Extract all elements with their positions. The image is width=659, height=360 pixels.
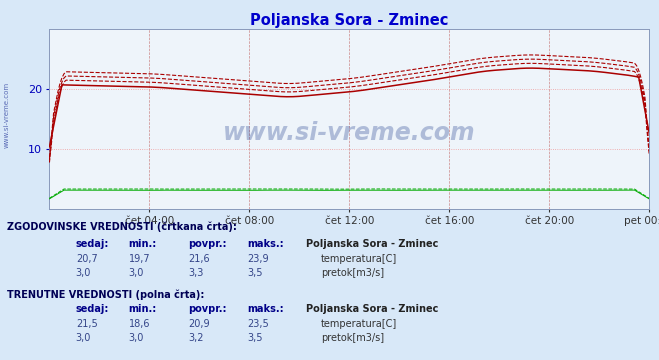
Text: www.si-vreme.com: www.si-vreme.com (3, 82, 10, 148)
Text: 20,7: 20,7 (76, 254, 98, 264)
Text: sedaj:: sedaj: (76, 239, 109, 249)
Text: 3,3: 3,3 (188, 268, 203, 278)
Text: 3,5: 3,5 (247, 268, 263, 278)
Text: 20,9: 20,9 (188, 319, 210, 329)
Text: Poljanska Sora - Zminec: Poljanska Sora - Zminec (306, 239, 439, 249)
Text: 21,6: 21,6 (188, 254, 210, 264)
Text: pretok[m3/s]: pretok[m3/s] (321, 268, 384, 278)
Text: 23,5: 23,5 (247, 319, 269, 329)
Text: 23,9: 23,9 (247, 254, 269, 264)
Text: temperatura[C]: temperatura[C] (321, 254, 397, 264)
Text: 18,6: 18,6 (129, 319, 150, 329)
Title: Poljanska Sora - Zminec: Poljanska Sora - Zminec (250, 13, 449, 28)
Text: www.si-vreme.com: www.si-vreme.com (223, 121, 476, 145)
Text: maks.:: maks.: (247, 304, 284, 314)
Text: 21,5: 21,5 (76, 319, 98, 329)
Text: Poljanska Sora - Zminec: Poljanska Sora - Zminec (306, 304, 439, 314)
Text: 3,0: 3,0 (76, 333, 91, 343)
Text: maks.:: maks.: (247, 239, 284, 249)
Text: 19,7: 19,7 (129, 254, 150, 264)
Text: min.:: min.: (129, 239, 157, 249)
Text: temperatura[C]: temperatura[C] (321, 319, 397, 329)
Text: 3,0: 3,0 (129, 268, 144, 278)
Text: 3,0: 3,0 (129, 333, 144, 343)
Text: ZGODOVINSKE VREDNOSTI (črtkana črta):: ZGODOVINSKE VREDNOSTI (črtkana črta): (7, 221, 237, 232)
Text: 3,5: 3,5 (247, 333, 263, 343)
Text: min.:: min.: (129, 304, 157, 314)
Text: povpr.:: povpr.: (188, 239, 226, 249)
Text: sedaj:: sedaj: (76, 304, 109, 314)
Text: pretok[m3/s]: pretok[m3/s] (321, 333, 384, 343)
Text: TRENUTNE VREDNOSTI (polna črta):: TRENUTNE VREDNOSTI (polna črta): (7, 290, 204, 300)
Text: 3,2: 3,2 (188, 333, 204, 343)
Text: povpr.:: povpr.: (188, 304, 226, 314)
Text: 3,0: 3,0 (76, 268, 91, 278)
